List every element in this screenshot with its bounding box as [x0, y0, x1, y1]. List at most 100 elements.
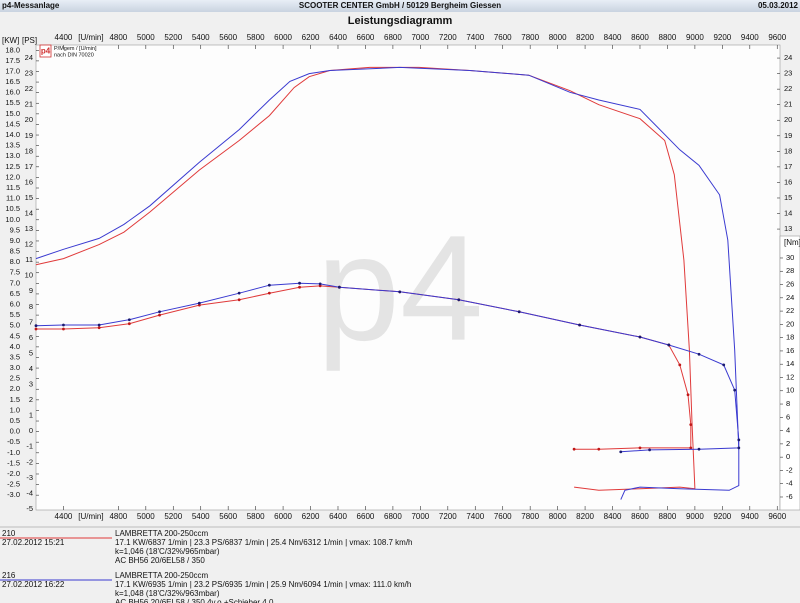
y2-tick-label: 20: [25, 115, 33, 124]
torque-point: [733, 388, 737, 392]
y-tick-label: 5.5: [10, 310, 20, 319]
torque-point: [638, 446, 642, 450]
torque-point: [127, 318, 131, 322]
x-tick-label: 6000: [274, 33, 292, 42]
torque-point: [298, 285, 301, 289]
torque-point: [127, 322, 131, 326]
y-tick-label: 2.5: [10, 374, 20, 383]
y3-axis-box: [779, 235, 800, 511]
y2-tick-label: 10: [25, 271, 33, 280]
torque-point: [667, 343, 671, 347]
y-tick-label: 18.0: [5, 45, 20, 54]
y-tick-label: 8.5: [10, 247, 20, 256]
y-tick-label: 0.0: [10, 427, 20, 436]
torque-point: [237, 298, 241, 302]
y3-tick-label: 18: [786, 333, 794, 342]
torque-point: [572, 447, 576, 451]
y2-tick-label: 21: [25, 100, 33, 109]
y2-tick-label: -2: [26, 457, 33, 466]
x-tick-label: 9600: [768, 512, 786, 521]
x-tick-label: 4800: [109, 512, 127, 521]
x-tick-label: 7400: [466, 512, 484, 521]
y3-tick-label: 10: [786, 386, 794, 395]
y2-tick-label: -1: [26, 442, 33, 451]
run-detail: AC BH56 20/6EL58 / 350: [115, 556, 205, 565]
y2-tick-label: 17: [25, 162, 33, 171]
y3-tick-label: 12: [786, 372, 794, 381]
x-tick-label: 5400: [192, 33, 210, 42]
torque-point: [737, 446, 741, 450]
x-tick-label: 8000: [549, 33, 567, 42]
torque-point: [97, 326, 101, 330]
y-tick-label: 14.5: [5, 119, 20, 128]
x-tick-label: 6800: [384, 512, 402, 521]
y-tick-label: 6.0: [10, 299, 20, 308]
y2-tick-label: 13: [25, 224, 33, 233]
y-tick-label: 10.5: [5, 204, 20, 213]
x-tick-label: 7600: [494, 33, 512, 42]
y-tick-label: 4.0: [10, 342, 20, 351]
y2-tick-label-right: 19: [784, 131, 792, 140]
x-tick-label: 7600: [494, 512, 512, 521]
torque-point: [578, 323, 581, 327]
y2-tick-label: 0: [29, 426, 33, 435]
y3-tick-label: 16: [786, 346, 794, 355]
run-date: 27.02.2012 15:21: [2, 538, 65, 547]
x-tick-label: 5400: [192, 512, 210, 521]
x-tick-label: 8400: [604, 512, 622, 521]
header-left: p4-Messanlage: [2, 1, 60, 10]
x-tick-label: 5200: [164, 512, 182, 521]
y-tick-label: 12.0: [5, 172, 20, 181]
y2-tick-label: 3: [29, 380, 33, 389]
y-tick-label: -3.0: [7, 490, 20, 499]
y2-tick-label-right: 21: [784, 100, 792, 109]
torque-point: [62, 327, 65, 331]
logo-line: nach DIN 70020: [54, 52, 94, 58]
torque-point: [237, 291, 241, 295]
y2-tick-label: 6: [29, 333, 33, 342]
y-tick-label: 15.5: [5, 98, 20, 107]
x-tick-label: 7400: [466, 33, 484, 42]
x-tick-label: 7800: [521, 33, 539, 42]
y-tick-label: 11.0: [6, 194, 20, 203]
y3-tick-label: 24: [786, 293, 794, 302]
torque-point: [298, 281, 301, 285]
power-curve: [35, 66, 740, 500]
y-tick-label: 6.5: [10, 289, 20, 298]
run-detail: k=1,046 (18'C/32%/965mbar): [115, 547, 220, 556]
x-tick-label: 5200: [164, 33, 182, 42]
y-tick-label: 2.0: [10, 384, 20, 393]
y-tick-label: 1.5: [10, 395, 20, 404]
y-tick-label: 1.0: [10, 405, 20, 414]
torque-point: [678, 363, 682, 367]
torque-point: [158, 313, 161, 317]
y2-tick-label: 15: [25, 193, 33, 202]
x-tick-label: 9000: [686, 512, 704, 521]
y2-tick-label: 14: [25, 209, 33, 218]
torque-point: [267, 291, 271, 295]
run-id: 216: [2, 571, 16, 580]
x-tick-label: 8800: [659, 512, 677, 521]
y2-tick-label: 8: [29, 302, 33, 311]
y-tick-label: 9.0: [10, 236, 20, 245]
y-tick-label: 17.5: [5, 56, 20, 65]
x-tick-label: 4400: [55, 512, 73, 521]
y-tick-label: 10.0: [5, 215, 20, 224]
torque-point: [737, 438, 741, 442]
y2-tick-label: -5: [26, 504, 33, 513]
x-tick-label: 7200: [439, 33, 457, 42]
x-tick-label: 8200: [576, 33, 594, 42]
x-tick-label: 6600: [357, 512, 375, 521]
torque-point: [34, 327, 38, 331]
y2-tick-label: 24: [25, 53, 33, 62]
run-detail: 17.1 KW/6837 1/min | 23.3 PS/6837 1/min …: [115, 538, 413, 547]
x-tick-label: 5600: [219, 512, 237, 521]
torque-point: [62, 323, 65, 327]
x-unit: [U/min]: [78, 33, 103, 42]
run-id: 210: [2, 529, 16, 538]
y-tick-label: 15.0: [5, 109, 20, 118]
y-tick-label: 13.0: [5, 151, 20, 160]
x-tick-label: 5800: [247, 33, 265, 42]
run-name: LAMBRETTA 200-250ccm: [115, 571, 209, 580]
y3-tick-label: 26: [786, 280, 794, 289]
